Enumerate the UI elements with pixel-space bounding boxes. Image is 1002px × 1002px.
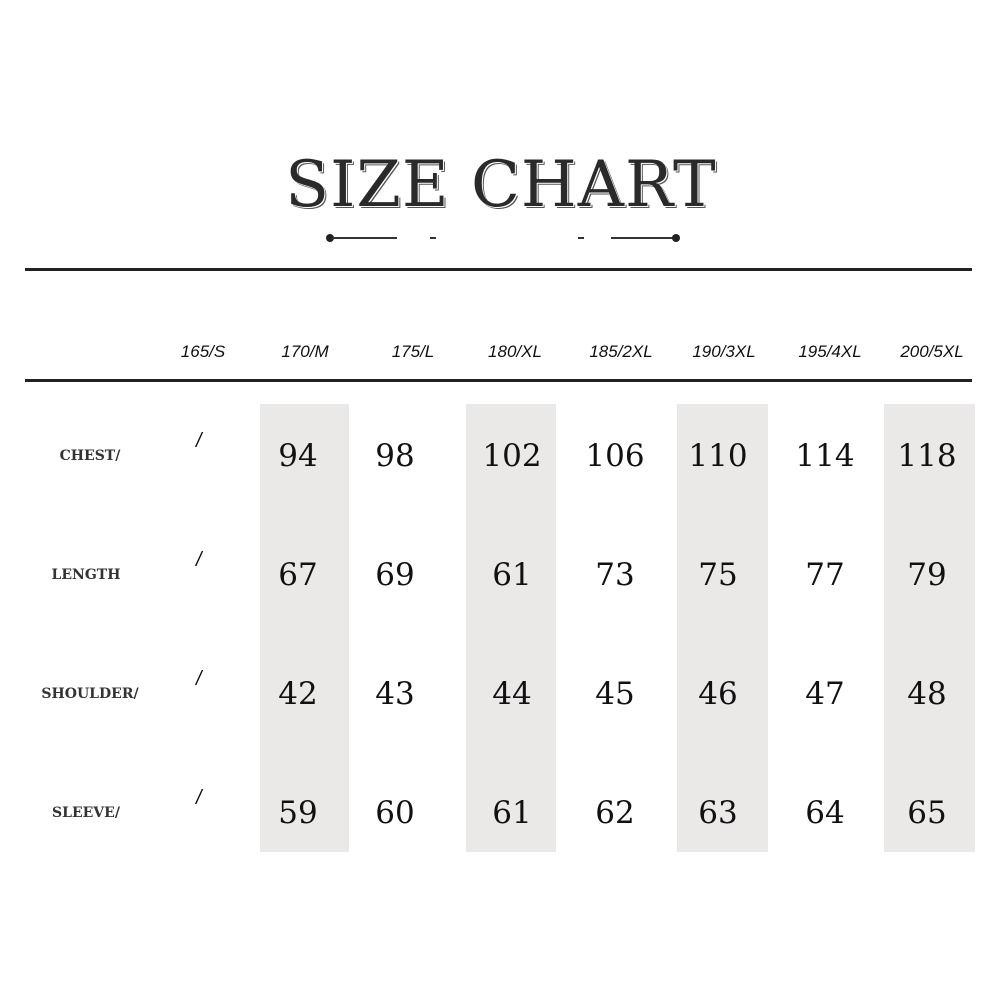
column-header: 185/2XL [589, 342, 653, 361]
cell-value: 69 [375, 557, 415, 593]
column-header: 190/3XL [692, 342, 756, 361]
cell-empty: / [196, 549, 202, 571]
cell-value: 59 [278, 795, 318, 831]
cell-value: 75 [698, 557, 738, 593]
cell-value: 42 [278, 676, 318, 712]
cell-value: 65 [907, 795, 947, 831]
cell-value: 63 [698, 795, 738, 831]
cell-value: 60 [375, 795, 415, 831]
cell-value: 73 [595, 557, 635, 593]
cell-value: 64 [805, 795, 845, 831]
row-label: SHOULDER/ [41, 686, 139, 702]
cell-value: 47 [805, 676, 845, 712]
cell-value: 61 [492, 557, 532, 593]
cell-value: 102 [482, 438, 542, 474]
ornament-line-left [332, 237, 397, 239]
cell-value: 118 [897, 438, 957, 474]
cell-value: 94 [278, 438, 318, 474]
column-header: 165/S [180, 342, 226, 361]
cell-empty: / [196, 787, 202, 809]
top-divider [25, 268, 972, 271]
cell-value: 67 [278, 557, 318, 593]
ornament-dot-left [326, 234, 334, 242]
column-shade [677, 404, 768, 852]
column-shade [260, 404, 349, 852]
row-label: LENGTH [51, 567, 121, 583]
ornament-dot-right [672, 234, 680, 242]
cell-value: 48 [907, 676, 947, 712]
cell-value: 114 [795, 438, 855, 474]
cell-value: 62 [595, 795, 635, 831]
column-header: 175/L [391, 342, 435, 361]
column-header: 195/4XL [798, 342, 862, 361]
cell-empty: / [196, 430, 202, 452]
cell-value: 79 [907, 557, 947, 593]
cell-value: 44 [492, 676, 532, 712]
cell-value: 98 [375, 438, 415, 474]
ornament-dash-right [578, 237, 584, 239]
cell-value: 46 [698, 676, 738, 712]
cell-value: 43 [375, 676, 415, 712]
page-title: SIZE CHART [285, 148, 717, 222]
column-shade [466, 404, 556, 852]
column-header: 170/M [281, 342, 329, 361]
cell-value: 106 [585, 438, 645, 474]
header-divider [25, 379, 972, 382]
cell-empty: / [196, 668, 202, 690]
cell-value: 61 [492, 795, 532, 831]
column-header: 200/5XL [900, 342, 964, 361]
ornament-line-right [611, 237, 676, 239]
cell-value: 110 [688, 438, 748, 474]
column-shade [884, 404, 975, 852]
column-header: 180/XL [488, 342, 542, 361]
row-label: CHEST/ [59, 448, 121, 464]
cell-value: 45 [595, 676, 635, 712]
row-label: SLEEVE/ [52, 805, 120, 821]
ornament-dash-left [430, 237, 436, 239]
cell-value: 77 [805, 557, 845, 593]
